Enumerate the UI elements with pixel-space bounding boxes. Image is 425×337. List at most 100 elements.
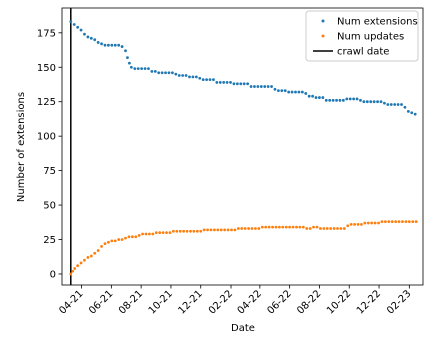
data-point	[353, 222, 357, 226]
data-point	[290, 90, 294, 94]
data-point	[167, 71, 171, 75]
data-point	[223, 228, 227, 232]
data-point	[325, 227, 329, 230]
data-point	[184, 74, 188, 77]
data-point	[150, 69, 154, 73]
data-point	[178, 229, 182, 233]
data-point	[153, 69, 157, 73]
data-point	[256, 85, 260, 88]
data-point	[383, 101, 386, 105]
data-point	[246, 82, 250, 86]
data-point	[69, 272, 73, 276]
data-point	[239, 82, 243, 86]
data-point	[400, 103, 403, 106]
data-point	[355, 97, 359, 101]
data-point	[124, 236, 127, 240]
data-point	[130, 235, 134, 239]
y-tick-label: 50	[43, 201, 56, 212]
data-point	[297, 90, 301, 94]
data-point	[188, 75, 191, 79]
data-point	[379, 100, 383, 104]
data-point	[117, 43, 121, 47]
data-point	[365, 100, 369, 104]
data-point	[72, 23, 76, 26]
data-point	[129, 65, 133, 69]
data-point	[396, 103, 400, 106]
data-point	[232, 82, 236, 86]
data-point	[318, 96, 321, 99]
data-point	[277, 225, 281, 229]
data-point	[209, 228, 213, 232]
data-point	[403, 105, 407, 109]
legend-marker-num-extensions	[321, 19, 325, 23]
series-num-extensions	[69, 20, 417, 116]
data-point	[264, 225, 268, 229]
data-point	[308, 227, 312, 230]
data-point	[266, 85, 270, 88]
data-point	[83, 32, 86, 36]
data-point	[411, 220, 415, 224]
data-point	[295, 225, 298, 229]
data-point	[128, 61, 131, 65]
y-tick-label: 125	[37, 97, 56, 108]
data-point	[312, 225, 315, 229]
data-point	[319, 227, 322, 230]
data-point	[86, 35, 90, 39]
data-point	[230, 228, 233, 232]
data-point	[100, 245, 103, 248]
data-point	[305, 227, 309, 230]
data-point	[387, 220, 391, 224]
data-point	[377, 221, 380, 225]
data-point	[273, 87, 277, 91]
legend: Num extensions Num updates crawl date	[305, 10, 419, 62]
data-point	[148, 232, 151, 236]
data-point	[294, 90, 297, 94]
data-point	[140, 67, 144, 71]
data-point	[229, 81, 232, 84]
data-point	[103, 43, 107, 47]
data-point	[194, 75, 198, 79]
data-point	[103, 242, 107, 246]
data-point	[137, 233, 141, 237]
data-point	[96, 41, 100, 44]
data-point	[298, 225, 302, 229]
data-point	[359, 98, 362, 102]
data-point	[349, 222, 353, 226]
data-point	[107, 240, 110, 244]
data-point	[404, 220, 408, 224]
data-point	[164, 71, 167, 75]
data-point	[376, 100, 379, 104]
data-point	[242, 82, 246, 86]
data-point	[71, 269, 75, 273]
data-point	[113, 43, 117, 47]
data-point	[253, 85, 256, 88]
data-point	[120, 238, 124, 241]
data-point	[342, 227, 346, 230]
data-point	[267, 225, 271, 229]
data-point	[307, 94, 311, 98]
data-point	[288, 225, 292, 229]
data-point	[133, 67, 137, 71]
data-point	[79, 261, 83, 265]
data-point	[366, 221, 370, 225]
data-point	[383, 220, 387, 224]
data-point	[199, 229, 203, 233]
data-point	[182, 229, 186, 233]
data-point	[110, 239, 114, 243]
data-point	[356, 222, 360, 226]
data-point	[314, 96, 318, 99]
data-point	[127, 235, 131, 239]
data-point	[243, 227, 247, 230]
data-point	[362, 100, 366, 104]
data-point	[117, 238, 121, 241]
data-point	[369, 100, 373, 104]
legend-marker-num-updates	[321, 34, 325, 38]
data-point	[136, 67, 140, 71]
data-point	[341, 98, 345, 102]
data-point	[189, 229, 192, 233]
data-point	[254, 227, 257, 230]
data-point	[335, 98, 338, 102]
data-point	[393, 103, 397, 106]
data-point	[281, 225, 285, 229]
data-point	[147, 67, 150, 71]
